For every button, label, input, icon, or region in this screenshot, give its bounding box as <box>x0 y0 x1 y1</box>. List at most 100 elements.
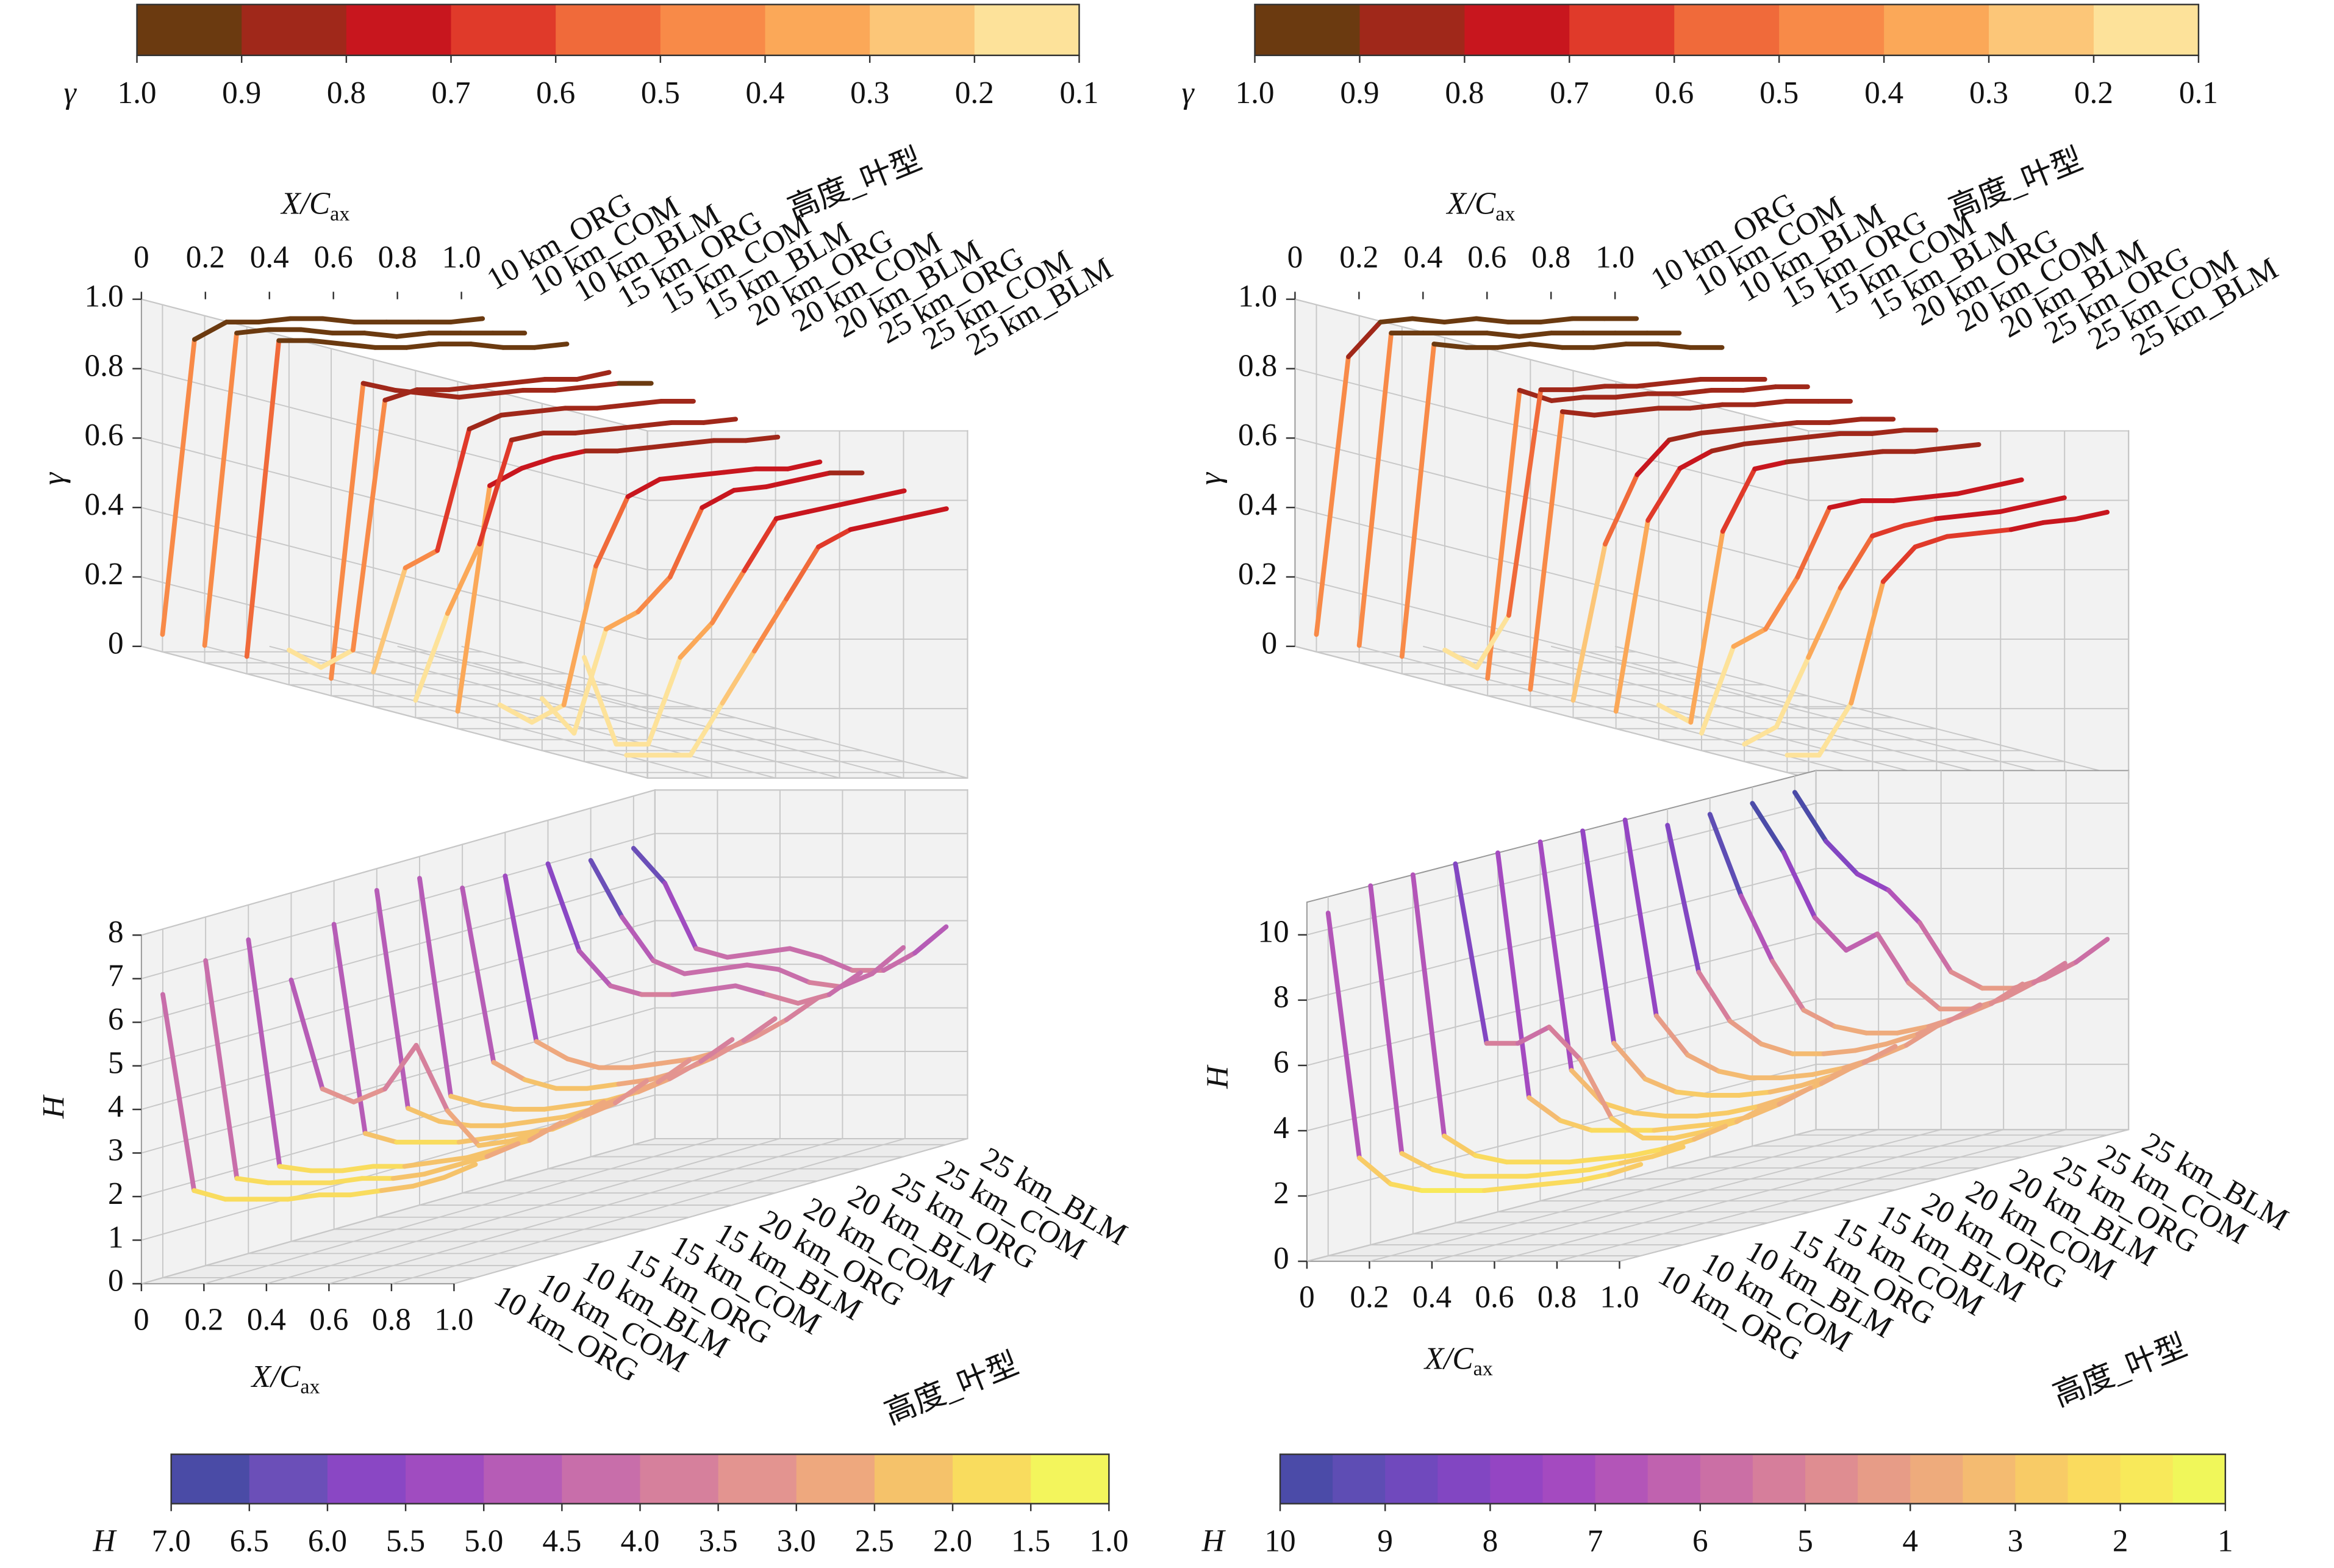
series-segment <box>390 1172 427 1181</box>
depth-grid-line <box>288 337 609 686</box>
colorbar-tick-label: 6.0 <box>308 1523 347 1558</box>
z-axis-label: 高度_叶型 <box>2049 1328 2192 1414</box>
depth-grid-line <box>290 892 604 1242</box>
series-segment <box>786 459 823 471</box>
grid-line <box>461 431 968 779</box>
colorbar-swatch <box>874 1454 953 1504</box>
colorbar-tick-label: 0.4 <box>1864 76 1903 110</box>
y-tick-label: 1 <box>108 1220 124 1255</box>
series-segment <box>1949 969 1985 991</box>
series-segment <box>1325 911 1362 1161</box>
series-segment <box>1378 316 1415 325</box>
series-segment <box>588 857 625 920</box>
series-segment <box>787 946 824 960</box>
series-segment <box>394 331 431 339</box>
colorbar-label: H <box>1201 1523 1226 1558</box>
series-segment <box>1314 354 1351 637</box>
series-segment <box>1720 466 1758 534</box>
series-segment <box>1784 456 1822 465</box>
depth-grid-line <box>1497 853 1811 1213</box>
series-segment <box>286 647 324 670</box>
series-segment <box>571 626 609 736</box>
series-segment <box>1699 644 1736 736</box>
series-segment <box>725 950 761 960</box>
series-segment <box>1944 442 1981 451</box>
series-segment <box>700 487 737 510</box>
colorbar-swatch <box>1385 1454 1439 1504</box>
series-segment <box>1692 1123 1728 1142</box>
depth-grid-line <box>331 348 651 696</box>
series-segment <box>627 398 664 407</box>
series-segment <box>1861 1044 1898 1065</box>
colorbar-swatch <box>1255 4 1361 55</box>
series-segment <box>2008 520 2046 532</box>
colorbar-tick-label: 0.1 <box>2179 76 2218 110</box>
series-segment <box>764 477 801 490</box>
colorbar-swatch <box>1569 4 1675 55</box>
series-segment <box>733 983 770 997</box>
depth-grid-line <box>1752 787 2065 1147</box>
series-segment <box>298 327 335 336</box>
grid-line <box>391 790 906 1284</box>
series-segment <box>1656 702 1694 725</box>
series-segment <box>1570 542 1608 703</box>
colorbar-swatch <box>249 1454 328 1504</box>
series-segment <box>1904 1023 1941 1048</box>
series-segment <box>1955 484 1992 496</box>
series-segment <box>445 542 482 616</box>
series-segment <box>1816 453 1853 461</box>
series-segment <box>350 398 388 653</box>
depth-grid-line <box>204 315 525 664</box>
x-tick-label: 0.2 <box>186 240 225 275</box>
colorbar-tick-label: 0.9 <box>1340 76 1379 110</box>
series-segment <box>1549 395 1586 403</box>
colorbar-tick-label: 1 <box>2218 1523 2233 1558</box>
series-segment <box>1431 342 1469 350</box>
series-segment <box>277 1164 313 1173</box>
series-segment <box>2072 509 2110 522</box>
series-segment <box>720 648 757 706</box>
series-segment <box>1759 1041 1795 1056</box>
series-segment <box>437 1119 473 1128</box>
x-axis-label: X/Cax <box>280 186 349 225</box>
x-tick-label: 0 <box>134 240 149 275</box>
series-segment <box>1777 1085 1813 1107</box>
colorbar-tick-label: 0.2 <box>2074 76 2113 110</box>
series-segment <box>912 506 949 518</box>
x-tick-label: 0.6 <box>309 1302 348 1337</box>
depth-grid-line <box>462 844 775 1194</box>
series-segment <box>499 1119 535 1128</box>
series-segment <box>1816 700 1854 758</box>
series-segment <box>1613 391 1650 400</box>
series-segment <box>1827 417 1864 425</box>
series-segment <box>1906 980 1942 1012</box>
depth-grid-line <box>415 370 736 718</box>
series-segment <box>424 391 462 400</box>
series-segment <box>1946 1002 1983 1024</box>
x-tick-label: 0.4 <box>1403 240 1442 275</box>
series-segment <box>522 1077 559 1091</box>
z-axis-label: 高度_叶型 <box>783 141 926 227</box>
colorbar-tick-label: 1.5 <box>1011 1523 1050 1558</box>
depth-grid-line <box>541 403 862 751</box>
back-wall <box>646 430 968 779</box>
depth-grid-line <box>205 917 518 1267</box>
series-segment <box>1683 1121 1719 1129</box>
series-segment <box>1666 376 1703 385</box>
x-tick-label: 0.4 <box>250 240 289 275</box>
colorbar-tick-label: 0.7 <box>432 76 471 110</box>
colorbar-tick-label: 5 <box>1797 1523 1813 1558</box>
y-axis-label: γ <box>1193 471 1228 485</box>
series-segment <box>1473 316 1511 325</box>
series-segment <box>318 647 356 670</box>
series-segment <box>784 544 821 602</box>
colorbar-label: H <box>92 1523 117 1558</box>
colorbar-tick-label: 9 <box>1377 1523 1393 1558</box>
series-segment <box>818 954 855 973</box>
series-segment <box>1875 931 1911 986</box>
series-segment <box>1665 823 1702 975</box>
series-segment <box>806 502 843 514</box>
series-segment <box>1667 431 1704 443</box>
series-segment <box>693 946 730 960</box>
